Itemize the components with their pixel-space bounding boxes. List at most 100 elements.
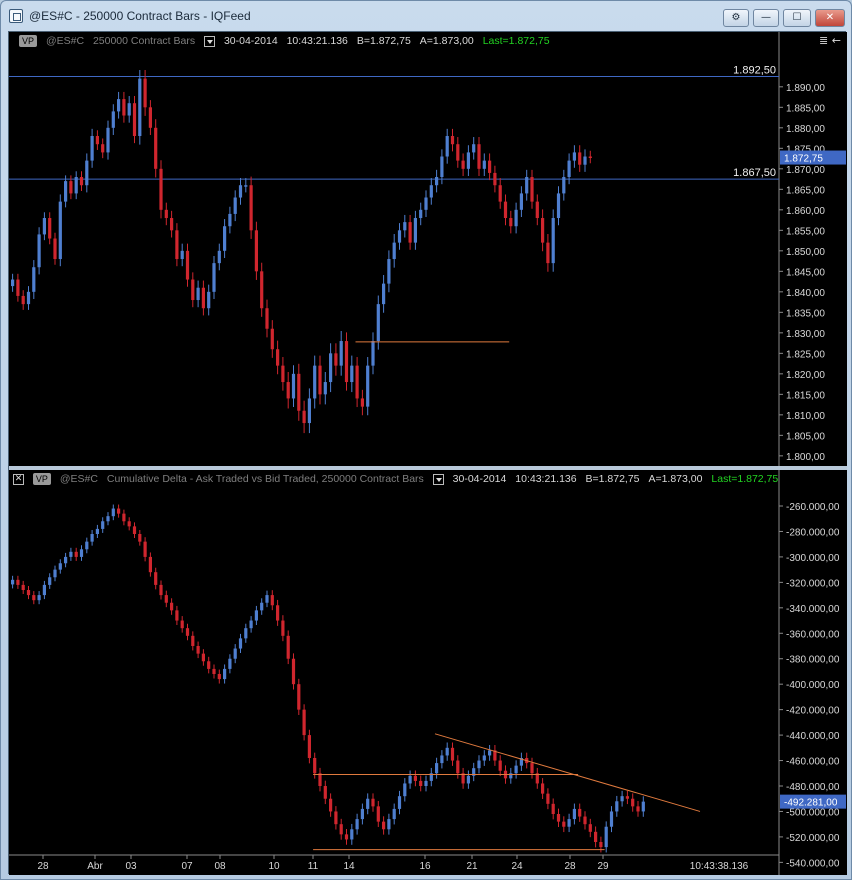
candle-body bbox=[392, 808, 396, 820]
candle-body bbox=[445, 136, 449, 157]
candle-body bbox=[488, 160, 492, 173]
candle-body bbox=[498, 185, 502, 202]
candle-body bbox=[530, 177, 534, 202]
candle-body bbox=[376, 304, 380, 342]
candle-body bbox=[482, 755, 486, 761]
candle-body bbox=[429, 773, 433, 781]
y-tick-label: 1.805,00 bbox=[786, 431, 825, 442]
candle-body bbox=[588, 824, 592, 832]
candle-body bbox=[376, 806, 380, 822]
candle-body bbox=[466, 152, 470, 169]
candle-body bbox=[397, 796, 402, 809]
candle-body bbox=[339, 824, 343, 835]
candle-body bbox=[74, 551, 78, 557]
candle-body bbox=[461, 773, 465, 784]
candle-body bbox=[122, 513, 126, 522]
candle-body bbox=[286, 382, 290, 399]
candle-body bbox=[334, 353, 338, 366]
time-label: 10:43:21.136 bbox=[515, 473, 577, 486]
candle-body bbox=[297, 684, 301, 710]
candle-body bbox=[302, 709, 306, 736]
candle-body bbox=[509, 773, 513, 779]
time-label: 10:43:21.136 bbox=[286, 35, 348, 48]
candle-body bbox=[572, 152, 576, 161]
candle-body bbox=[525, 177, 529, 194]
candle-body bbox=[117, 508, 121, 514]
candle-body bbox=[313, 758, 317, 774]
close-button[interactable]: ✕ bbox=[815, 9, 845, 27]
candle-body bbox=[69, 551, 73, 557]
candle-body bbox=[339, 341, 343, 366]
ask-label: A=1.873,00 bbox=[419, 35, 474, 48]
candle-body bbox=[138, 534, 142, 542]
candle-body bbox=[201, 653, 205, 662]
candle-body bbox=[111, 111, 115, 128]
candle-body bbox=[64, 181, 68, 202]
level-label: 1.892,50 bbox=[733, 65, 776, 77]
vp-badge[interactable]: VP bbox=[32, 473, 51, 486]
window-title: @ES#C - 250000 Contract Bars - IQFeed bbox=[29, 9, 251, 23]
candle-body bbox=[419, 209, 423, 219]
chart-area: VP @ES#C 250000 Contract Bars 30-04-2014… bbox=[8, 31, 847, 875]
settings-button[interactable]: ⚙ bbox=[723, 9, 749, 27]
candle-body bbox=[154, 572, 158, 585]
delta-chart[interactable]: -260.000,00 -280.000,00 -300.000,00 -320.00… bbox=[9, 470, 847, 875]
candle-body bbox=[641, 801, 645, 812]
price-pane[interactable]: VP @ES#C 250000 Contract Bars 30-04-2014… bbox=[9, 32, 847, 466]
candle-body bbox=[578, 808, 582, 817]
candle-body bbox=[101, 521, 105, 529]
candle-body bbox=[493, 750, 497, 761]
candle-body bbox=[254, 230, 258, 272]
candle-body bbox=[588, 156, 592, 159]
y-tick-label: -440.000,00 bbox=[786, 731, 840, 742]
candle-body bbox=[355, 819, 359, 830]
trendline bbox=[434, 733, 701, 812]
candle-body bbox=[196, 287, 200, 301]
candle-body bbox=[477, 760, 481, 769]
candle-body bbox=[578, 152, 582, 165]
candle-body bbox=[164, 209, 168, 219]
candle-body bbox=[392, 242, 396, 260]
candle-body bbox=[238, 638, 243, 649]
app-icon[interactable] bbox=[9, 9, 23, 23]
minimize-button[interactable]: — bbox=[753, 9, 779, 27]
candle-body bbox=[604, 826, 608, 848]
panel-menu-icon[interactable]: ≣ ← bbox=[819, 34, 841, 47]
candle-body bbox=[482, 160, 486, 169]
title-bar[interactable]: @ES#C - 250000 Contract Bars - IQFeed ⚙ … bbox=[1, 1, 851, 31]
y-tick-label: -260.000,00 bbox=[786, 502, 840, 513]
candle-body bbox=[302, 410, 306, 424]
candle-body bbox=[244, 185, 248, 187]
dropdown-icon[interactable] bbox=[204, 35, 216, 47]
candle-body bbox=[366, 798, 370, 809]
y-tick-label: 1.840,00 bbox=[786, 288, 825, 299]
candle-body bbox=[615, 801, 619, 812]
price-chart[interactable]: 1.890,00 1.885,00 1.880,00 1.875,00 1.870,00… bbox=[9, 32, 847, 466]
candle-body bbox=[546, 793, 550, 804]
candle-body bbox=[106, 127, 110, 153]
candle-body bbox=[249, 620, 253, 629]
date-label: 30-04-2014 bbox=[452, 473, 507, 486]
dropdown-icon[interactable] bbox=[432, 473, 444, 485]
candle-body bbox=[58, 563, 62, 570]
vp-badge[interactable]: VP bbox=[19, 35, 38, 48]
delta-pane[interactable]: ✕ VP @ES#C Cumulative Delta - Ask Traded… bbox=[9, 470, 847, 875]
last-value-marker bbox=[780, 150, 846, 165]
candle-body bbox=[403, 783, 407, 797]
pane-splitter[interactable] bbox=[9, 466, 847, 470]
y-tick-label: 1.835,00 bbox=[786, 308, 825, 319]
candle-body bbox=[265, 308, 269, 329]
candle-body bbox=[419, 780, 423, 786]
y-tick-label: -360.000,00 bbox=[786, 629, 840, 640]
x-tick-label: 11 bbox=[308, 861, 319, 872]
candle-body bbox=[503, 201, 508, 219]
close-pane-icon[interactable]: ✕ bbox=[13, 473, 24, 485]
candle-body bbox=[164, 595, 168, 603]
last-label: Last=1.872,75 bbox=[482, 35, 550, 48]
candle-body bbox=[530, 763, 534, 774]
candle-body bbox=[535, 773, 539, 784]
candle-body bbox=[360, 808, 364, 820]
maximize-button[interactable]: ☐ bbox=[783, 9, 811, 27]
y-tick-label: 1.845,00 bbox=[786, 267, 825, 278]
